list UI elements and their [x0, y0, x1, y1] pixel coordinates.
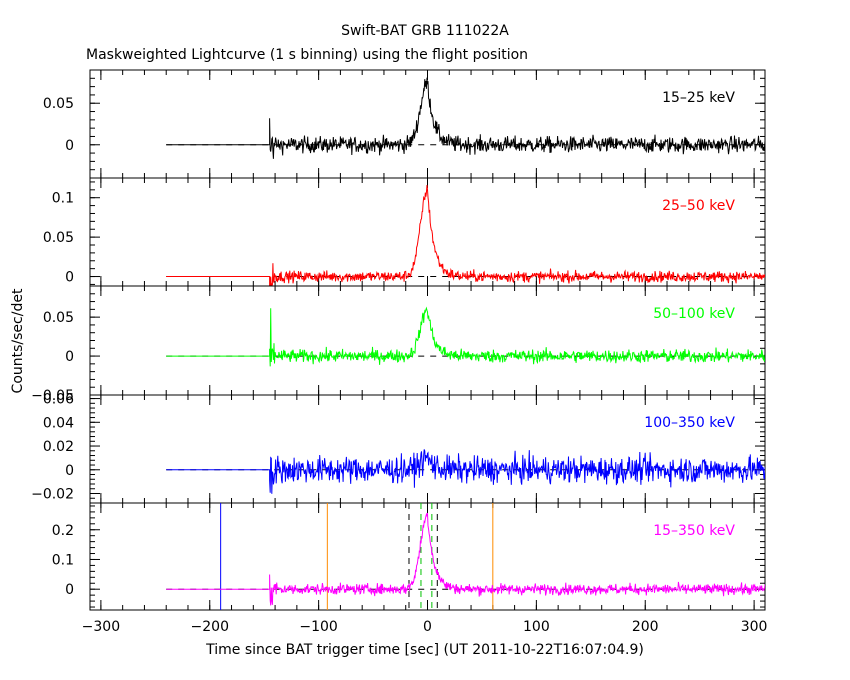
y-tick-label: 0.1: [52, 191, 74, 207]
y-tick-label: 0: [65, 349, 74, 365]
band-label: 15–350 keV: [653, 523, 735, 539]
y-tick-label: −0.05: [31, 388, 74, 404]
x-tick-label: 0: [423, 619, 432, 635]
panel-frame: [89, 69, 766, 179]
band-label: 15–25 keV: [662, 90, 735, 106]
y-tick-label: 0.04: [43, 415, 74, 431]
panel-3: −0.05 0 0.05 50–100 keV: [31, 285, 766, 404]
x-tick-label: −300: [82, 619, 120, 635]
chart-title: Swift-BAT GRB 111022A: [341, 23, 509, 39]
panel-2: 0 0.05 0.1 25–50 keV: [43, 177, 766, 287]
panel-1: 0 0.05 15–25 keV: [43, 69, 766, 179]
panel-4: −0.02 0 0.02 0.04 0.06 100–350 keV: [31, 392, 766, 504]
y-tick-label: 0: [65, 138, 74, 154]
series-line: [166, 77, 765, 159]
y-tick-label: −0.02: [31, 487, 74, 503]
panel-frame: [89, 394, 766, 504]
chart-subtitle: Maskweighted Lightcurve (1 s binning) us…: [86, 47, 528, 63]
y-tick-label: 0: [65, 582, 74, 598]
panels-layer: 0 0.05 15–25 keV 0 0.05 0.1 25–50 keV −0.05 0 0.0…: [31, 69, 768, 635]
band-label: 50–100 keV: [653, 306, 735, 322]
series-line: [166, 449, 765, 494]
y-tick-label: 0.02: [43, 439, 74, 455]
y-tick-label: 0: [65, 463, 74, 479]
y-tick-label: 0.06: [43, 392, 74, 408]
y-tick-label: 0.2: [52, 523, 74, 539]
y-tick-label: 0: [65, 270, 74, 286]
y-axis-label: Counts/sec/det: [10, 288, 26, 393]
x-tick-label: −100: [299, 619, 337, 635]
x-tick-label: 300: [741, 619, 768, 635]
y-tick-label: 0.05: [43, 310, 74, 326]
x-tick-label: 100: [523, 619, 550, 635]
x-tick-label: −200: [191, 619, 229, 635]
panel-frame: [89, 285, 766, 396]
y-tick-label: 0.05: [43, 96, 74, 112]
x-tick-label: 200: [632, 619, 659, 635]
panel-5: 0 0.1 0.2 15–350 keV: [52, 502, 766, 611]
y-tick-label: 0.1: [52, 552, 74, 568]
x-axis-label: Time since BAT trigger time [sec] (UT 20…: [205, 642, 644, 658]
series-line: [166, 306, 765, 367]
band-label: 100–350 keV: [644, 415, 735, 431]
series-line: [166, 512, 765, 606]
band-label: 25–50 keV: [662, 198, 735, 214]
y-tick-label: 0.05: [43, 230, 74, 246]
series-line: [166, 184, 765, 286]
